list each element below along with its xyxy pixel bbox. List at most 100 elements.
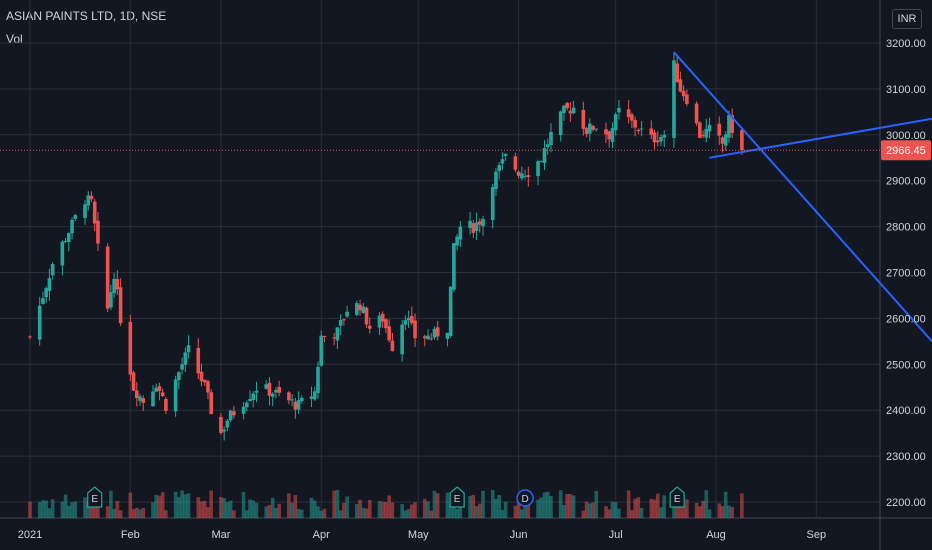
volume-bar bbox=[474, 505, 479, 518]
candle-body bbox=[633, 120, 637, 128]
volume-bar bbox=[681, 504, 686, 518]
price-tick-label: 2300.00 bbox=[886, 451, 926, 463]
volume-bar bbox=[141, 507, 146, 518]
candle-body bbox=[364, 307, 369, 325]
price-tick-label: 2600.00 bbox=[886, 313, 926, 325]
volume-bar bbox=[225, 502, 230, 518]
candle-body bbox=[73, 215, 78, 219]
volume-bar bbox=[115, 500, 120, 518]
volume-bar bbox=[202, 500, 207, 518]
volume-bar bbox=[717, 503, 722, 518]
candle-body bbox=[649, 128, 654, 135]
volume-bar bbox=[380, 501, 385, 518]
candle-body bbox=[287, 392, 291, 401]
volume-bar bbox=[513, 505, 518, 518]
volume-bar bbox=[287, 493, 291, 518]
volume-bar bbox=[300, 509, 304, 518]
candle-body bbox=[513, 156, 518, 170]
candle-body bbox=[497, 165, 501, 172]
candle-body bbox=[96, 220, 100, 244]
volume-bar bbox=[432, 490, 437, 518]
volume-bar bbox=[222, 498, 226, 518]
volume-bar bbox=[248, 499, 252, 518]
volume-bar bbox=[86, 501, 91, 518]
volume-bar bbox=[429, 510, 434, 518]
event-label: E bbox=[91, 494, 98, 505]
volume-bar bbox=[290, 502, 294, 518]
candle-body bbox=[406, 317, 411, 321]
candle-body bbox=[422, 336, 427, 339]
volume-bar bbox=[44, 500, 48, 518]
candle-body bbox=[539, 160, 544, 162]
volume-bar bbox=[270, 497, 275, 518]
volume-bar bbox=[613, 502, 618, 518]
candle-body bbox=[717, 123, 722, 136]
volume-bar bbox=[157, 495, 162, 518]
time-axis: 2021 Feb Mar Apr May Jun Jul Aug Sep bbox=[18, 529, 826, 541]
candle-body bbox=[63, 241, 68, 243]
volume-bar bbox=[296, 508, 301, 518]
volume-bar bbox=[727, 505, 731, 518]
currency-button[interactable]: INR bbox=[892, 9, 922, 29]
candle-body bbox=[300, 397, 304, 402]
candle-body bbox=[413, 320, 417, 339]
candle-body bbox=[186, 345, 191, 353]
volume-bar bbox=[400, 504, 404, 518]
candle-body bbox=[319, 335, 324, 366]
candle-body bbox=[241, 406, 246, 414]
volume-bar bbox=[720, 506, 725, 518]
time-tick-label: Jun bbox=[510, 529, 528, 541]
candle-body bbox=[694, 103, 699, 124]
trendline bbox=[673, 51, 932, 343]
candle-body bbox=[384, 319, 388, 329]
candle-body bbox=[685, 94, 689, 104]
candle-body bbox=[727, 115, 731, 138]
candle-body bbox=[322, 335, 327, 337]
volume-bar bbox=[639, 507, 644, 518]
candle-body bbox=[290, 399, 294, 401]
volume-bars bbox=[28, 489, 744, 518]
volume-bar bbox=[422, 498, 427, 518]
candle-body bbox=[245, 402, 249, 408]
volume-bar bbox=[723, 491, 728, 518]
volume-bar bbox=[626, 490, 631, 518]
candle-body bbox=[723, 134, 728, 146]
volume-bar bbox=[96, 497, 100, 518]
earnings-marker bbox=[87, 486, 103, 508]
candle-body bbox=[549, 131, 553, 145]
volume-bar bbox=[232, 510, 236, 518]
time-tick-label: Mar bbox=[211, 529, 230, 541]
candle-body bbox=[610, 128, 615, 142]
candle-body bbox=[37, 305, 42, 340]
volume-bar bbox=[89, 505, 94, 518]
volume-bar bbox=[361, 507, 366, 518]
volume-bar bbox=[565, 494, 569, 518]
candle-body bbox=[429, 338, 434, 340]
volume-bar bbox=[610, 501, 615, 518]
volume-bar bbox=[319, 510, 324, 518]
candle-body bbox=[626, 109, 631, 118]
volume-bar bbox=[109, 490, 113, 518]
volume-bar bbox=[477, 503, 482, 518]
volume-bar bbox=[118, 510, 123, 518]
event-label: D bbox=[521, 494, 528, 505]
volume-bar bbox=[390, 502, 395, 518]
volume-bar bbox=[83, 497, 87, 518]
volume-bar bbox=[672, 507, 676, 518]
volume-bar bbox=[134, 507, 139, 518]
trendline bbox=[709, 117, 932, 159]
volume-bar bbox=[568, 493, 573, 518]
volume-bar bbox=[604, 506, 608, 518]
volume-bar bbox=[384, 501, 388, 518]
volume-bar bbox=[160, 492, 165, 518]
candle-body bbox=[128, 321, 133, 375]
candle-body bbox=[180, 364, 184, 370]
volume-bar bbox=[355, 503, 359, 518]
volume-bar bbox=[607, 509, 612, 518]
candle-body bbox=[225, 420, 230, 428]
volume-bar bbox=[186, 493, 191, 518]
candle-body bbox=[251, 393, 256, 400]
candle-body bbox=[157, 386, 162, 391]
